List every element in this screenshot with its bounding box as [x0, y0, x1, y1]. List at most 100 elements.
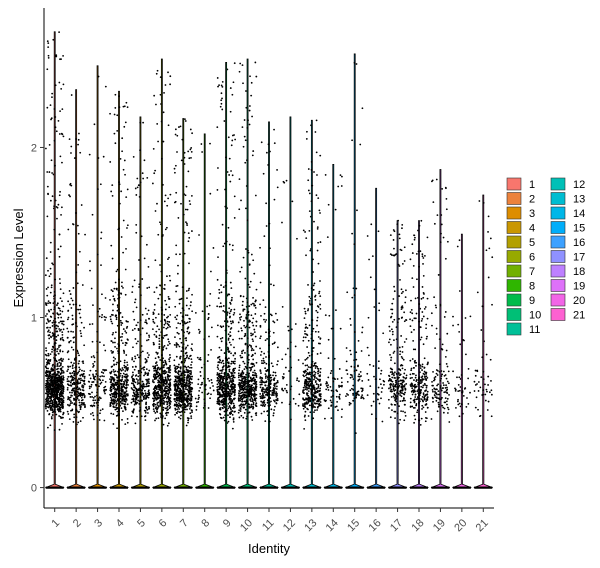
violin-1 — [45, 31, 65, 488]
y-tick-label-2: 2 — [31, 142, 37, 154]
legend-label-8: 8 — [529, 281, 535, 293]
points-8 — [194, 142, 215, 489]
points-4 — [109, 93, 129, 489]
legend-item-10: 10 — [506, 308, 541, 322]
legend-swatch-6 — [506, 250, 522, 263]
points-10 — [237, 61, 258, 489]
legend-swatch-11 — [506, 322, 522, 336]
points-12 — [281, 179, 301, 489]
x-tick-label-4: 4 — [114, 517, 127, 530]
violin-15 — [345, 53, 365, 488]
legend-label-3: 3 — [529, 208, 535, 220]
legend-item-15: 15 — [550, 221, 585, 235]
legend-swatch-5 — [506, 235, 522, 249]
x-tick-label-12: 12 — [281, 517, 298, 534]
x-tick-label-19: 19 — [431, 517, 448, 534]
legend-item-18: 18 — [550, 264, 585, 278]
points-9 — [216, 62, 237, 489]
violin-16 — [366, 187, 386, 488]
violin-6 — [152, 58, 172, 488]
points-1 — [44, 31, 65, 489]
legend-swatch-14 — [550, 206, 566, 220]
points-16 — [366, 223, 386, 489]
x-tick-label-20: 20 — [452, 517, 469, 534]
x-tick-label-1: 1 — [49, 517, 62, 530]
x-tick-label-21: 21 — [474, 517, 491, 534]
jitter-points-layer — [44, 31, 494, 489]
x-tick-label-8: 8 — [199, 517, 212, 530]
legend-swatch-8 — [506, 279, 522, 292]
points-7 — [173, 118, 194, 489]
x-tick-label-7: 7 — [178, 517, 191, 530]
legend-item-13: 13 — [550, 192, 585, 206]
x-tick-label-11: 11 — [260, 517, 277, 534]
y-tick-label-1: 1 — [31, 313, 37, 325]
legend-item-9: 9 — [506, 293, 535, 307]
y-tick-label-0: 0 — [31, 483, 37, 495]
violin-11 — [259, 121, 279, 488]
legend-swatch-16 — [550, 235, 566, 249]
legend-label-19: 19 — [573, 281, 585, 293]
points-17 — [387, 219, 408, 489]
legend-label-21: 21 — [573, 310, 585, 322]
legend-label-11: 11 — [529, 324, 540, 336]
legend-label-10: 10 — [529, 310, 541, 322]
points-11 — [259, 128, 279, 489]
legend-item-7: 7 — [506, 264, 535, 278]
violin-7 — [173, 118, 193, 488]
points-19 — [430, 178, 451, 489]
points-21 — [473, 200, 494, 489]
violin-4 — [109, 90, 129, 488]
legend-swatch-3 — [506, 206, 522, 220]
legend-swatch-10 — [506, 308, 522, 321]
legend-item-3: 3 — [506, 206, 535, 220]
legend-label-16: 16 — [573, 237, 585, 249]
legend-label-20: 20 — [573, 295, 585, 307]
legend-item-21: 21 — [550, 308, 585, 322]
x-tick-label-15: 15 — [345, 517, 362, 534]
x-tick-label-5: 5 — [135, 517, 148, 530]
points-18 — [409, 219, 429, 489]
x-axis-title: Identity — [248, 541, 290, 556]
points-15 — [345, 61, 365, 489]
legend-swatch-12 — [550, 177, 566, 191]
legend-label-14: 14 — [573, 208, 585, 220]
legend-item-2: 2 — [506, 192, 535, 206]
violin-10 — [237, 58, 258, 488]
legend-swatch-19 — [550, 279, 566, 292]
points-3 — [87, 75, 108, 489]
legend-swatch-21 — [550, 308, 566, 321]
legend-swatch-4 — [506, 221, 522, 234]
points-6 — [151, 69, 172, 489]
legend-label-15: 15 — [573, 223, 585, 235]
violin-12 — [280, 116, 301, 488]
x-tick-label-17: 17 — [388, 517, 405, 534]
x-tick-label-6: 6 — [157, 517, 170, 530]
legend-item-5: 5 — [506, 235, 535, 249]
legend-item-12: 12 — [550, 177, 585, 191]
legend-label-12: 12 — [573, 179, 585, 191]
legend-swatch-9 — [506, 293, 522, 307]
legend-item-20: 20 — [550, 293, 585, 307]
violins-layer — [45, 31, 493, 488]
legend-swatch-2 — [506, 192, 522, 205]
points-20 — [452, 239, 472, 489]
legend-item-19: 19 — [550, 279, 585, 293]
legend-item-11: 11 — [506, 322, 540, 336]
x-tick-label-3: 3 — [92, 517, 105, 530]
legend-item-16: 16 — [550, 235, 585, 249]
violin-18 — [409, 220, 429, 488]
legend-label-18: 18 — [573, 266, 585, 278]
legend-label-7: 7 — [529, 266, 535, 278]
x-tick-label-10: 10 — [238, 517, 255, 534]
legend-label-9: 9 — [529, 295, 535, 307]
legend-label-2: 2 — [529, 194, 535, 206]
legend-label-1: 1 — [529, 179, 535, 191]
x-tick-label-2: 2 — [71, 517, 84, 530]
legend-swatch-18 — [550, 264, 566, 278]
points-14 — [323, 174, 343, 489]
violin-19 — [430, 169, 451, 488]
legend-swatch-1 — [506, 177, 522, 191]
